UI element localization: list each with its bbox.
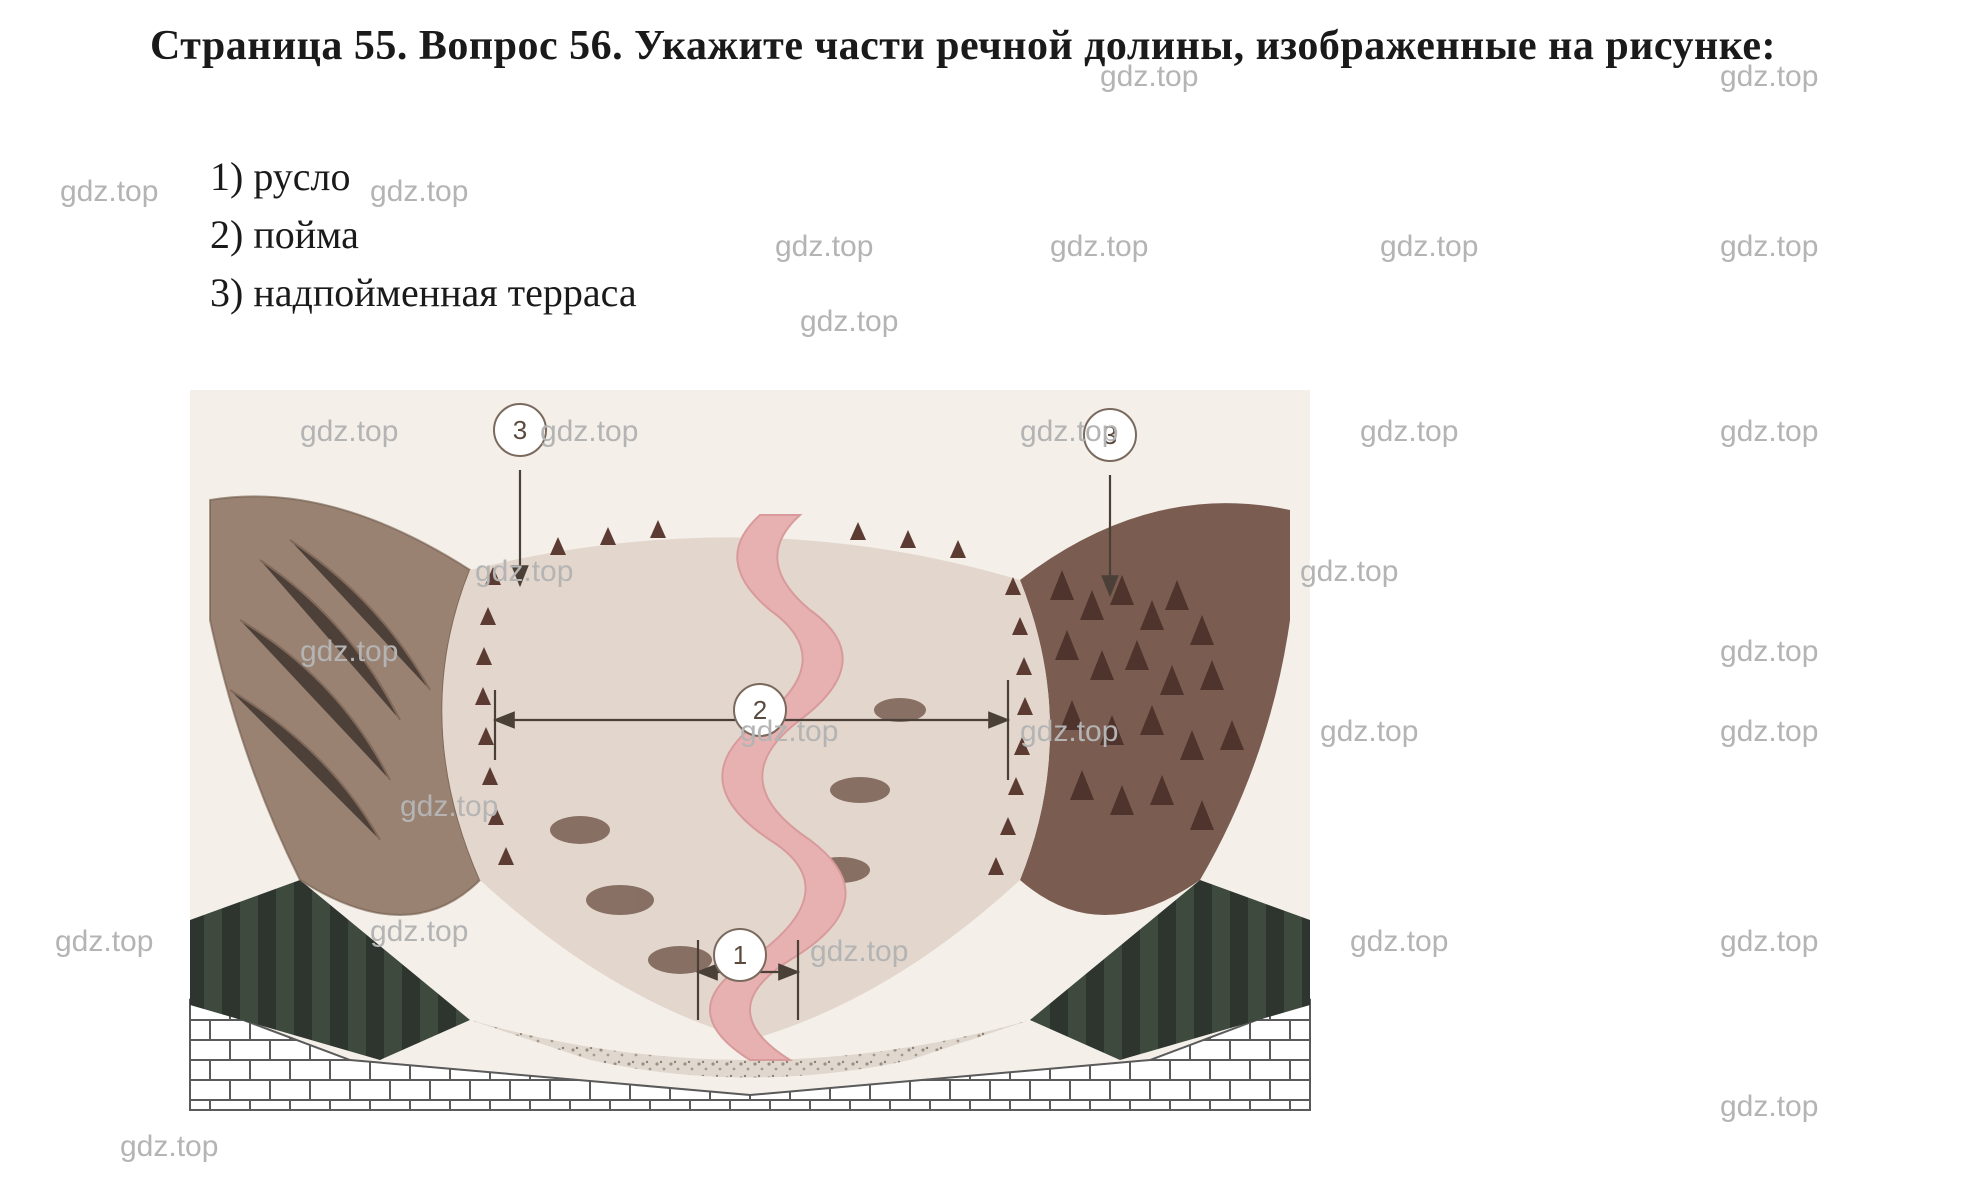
answers-list: 1) русло 2) пойма 3) надпойменная террас… — [210, 148, 637, 322]
watermark-text: gdz.top — [1720, 925, 1818, 959]
watermark-text: gdz.top — [1050, 230, 1148, 264]
question-heading: Страница 55. Вопрос 56. Укажите части ре… — [150, 18, 1910, 75]
watermark-text: gdz.top — [775, 230, 873, 264]
answer-item: 2) пойма — [210, 206, 637, 264]
watermark-text: gdz.top — [1720, 1090, 1818, 1124]
answer-item: 1) русло — [210, 148, 637, 206]
watermark-text: gdz.top — [1720, 230, 1818, 264]
watermark-text: gdz.top — [800, 305, 898, 339]
watermark-text: gdz.top — [1720, 715, 1818, 749]
watermark-text: gdz.top — [60, 175, 158, 209]
watermark-text: gdz.top — [1350, 925, 1448, 959]
page-root: Страница 55. Вопрос 56. Укажите части ре… — [0, 0, 1967, 1197]
river-valley-diagram: 1 2 3 3 — [150, 360, 1350, 1140]
label-3-left: 3 — [513, 415, 527, 445]
label-1: 1 — [733, 940, 747, 970]
label-3-right: 3 — [1103, 420, 1117, 450]
watermark-text: gdz.top — [55, 925, 153, 959]
watermark-text: gdz.top — [1380, 230, 1478, 264]
label-2: 2 — [753, 695, 767, 725]
watermark-text: gdz.top — [1720, 415, 1818, 449]
watermark-text: gdz.top — [1360, 415, 1458, 449]
answer-item: 3) надпойменная терраса — [210, 264, 637, 322]
watermark-text: gdz.top — [1720, 635, 1818, 669]
question-text: Страница 55. Вопрос 56. Укажите части ре… — [150, 23, 1776, 69]
